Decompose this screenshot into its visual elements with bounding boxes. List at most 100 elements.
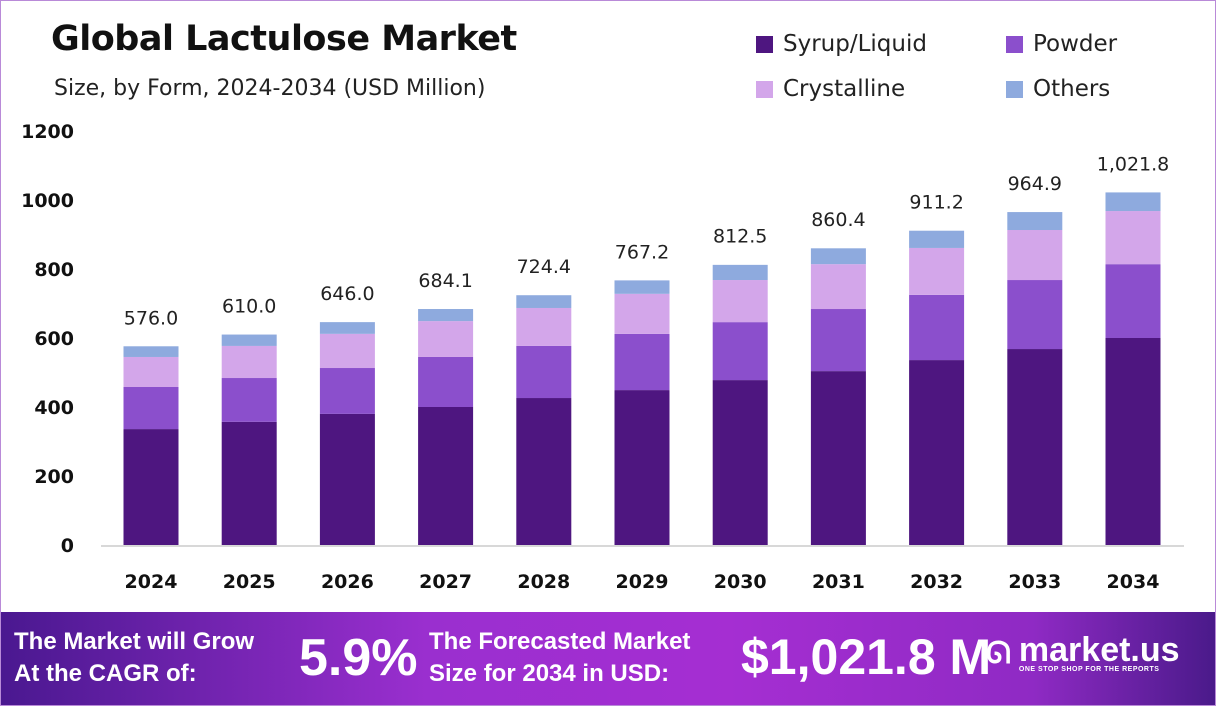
bar-segment-crystalline (614, 293, 670, 334)
y-tick-label: 800 (34, 259, 74, 281)
bar-segment-powder (614, 333, 670, 391)
bar-segment-crystalline (909, 247, 965, 295)
cagr-label: The Market will Grow At the CAGR of: (14, 626, 254, 690)
x-tick-label: 2033 (1008, 571, 1061, 593)
legend-label: Powder (1033, 31, 1118, 57)
bar-segment-crystalline (221, 345, 277, 379)
legend-item-crystalline: Crystalline (756, 76, 905, 102)
bar-segment-powder (516, 345, 572, 399)
legend-swatch (1006, 80, 1023, 98)
bar-segment-others (516, 295, 572, 308)
bar-segment-syrup-liquid (418, 407, 474, 545)
data-label: 610.0 (222, 296, 276, 318)
logo-tagline: ONE STOP SHOP FOR THE REPORTS (1018, 666, 1160, 673)
data-label: 911.2 (909, 192, 963, 214)
bar-segment-crystalline (516, 307, 572, 346)
y-tick-label: 200 (34, 466, 74, 488)
data-label: 860.4 (811, 209, 865, 231)
x-tick-label: 2032 (910, 571, 963, 593)
bar-segment-powder (123, 386, 179, 430)
bar-segment-syrup-liquid (123, 429, 179, 545)
bar-segment-syrup-liquid (516, 398, 572, 545)
bar-segment-syrup-liquid (810, 371, 866, 545)
x-tick-label: 2026 (321, 571, 374, 593)
bar-segment-crystalline (810, 264, 866, 310)
chart-title: Global Lactulose Market (51, 19, 517, 59)
y-tick-label: 1000 (21, 190, 74, 212)
bar-segment-powder (1105, 264, 1161, 338)
bar-segment-crystalline (1007, 230, 1063, 281)
bar-segment-syrup-liquid (712, 380, 768, 545)
bar-segment-others (712, 264, 768, 281)
legend-label: Syrup/Liquid (783, 31, 927, 57)
legend-item-syrup: Syrup/Liquid (756, 31, 927, 57)
bar-segment-powder (909, 294, 965, 361)
bar-segment-crystalline (418, 321, 474, 357)
legend-swatch (1006, 35, 1023, 53)
cagr-label-line: At the CAGR of: (14, 660, 197, 687)
data-label: 576.0 (124, 307, 178, 329)
market-us-logo: ᘏ market.us ONE STOP SHOP FOR THE REPORTS (986, 631, 1180, 673)
data-label: 724.4 (517, 256, 571, 278)
x-tick-label: 2031 (812, 571, 865, 593)
data-label: 964.9 (1008, 173, 1062, 195)
legend-item-powder: Powder (1006, 31, 1117, 57)
bar-segment-others (614, 280, 670, 294)
bar-segment-syrup-liquid (1105, 338, 1161, 545)
logo-icon: ᘏ (986, 636, 1011, 670)
bar-segment-crystalline (123, 356, 179, 387)
x-tick-label: 2034 (1107, 571, 1160, 593)
forecast-label-line: The Forecasted Market (429, 628, 691, 655)
forecast-label: The Forecasted Market Size for 2034 in US… (429, 626, 690, 690)
logo-text: market.us (1018, 631, 1180, 669)
cagr-value: 5.9% (299, 629, 418, 687)
x-tick-label: 2025 (223, 571, 276, 593)
summary-banner: The Market will Grow At the CAGR of: 5.9%… (1, 612, 1215, 705)
y-tick-label: 1200 (21, 121, 74, 143)
bar-segment-crystalline (319, 333, 375, 369)
y-tick-label: 600 (34, 328, 74, 350)
bar-segment-crystalline (1105, 211, 1161, 265)
forecast-value: $1,021.8 M (741, 629, 992, 685)
chart-subtitle: Size, by Form, 2024-2034 (USD Million) (54, 76, 486, 101)
cagr-label-line: The Market will Grow (14, 628, 255, 655)
bar-segment-syrup-liquid (614, 390, 670, 545)
bar-segment-powder (319, 368, 375, 414)
bar-segment-others (123, 346, 179, 357)
data-label: 646.0 (320, 283, 374, 305)
legend-swatch (756, 35, 773, 53)
legend-item-others: Others (1006, 76, 1110, 102)
bar-segment-powder (221, 378, 277, 422)
bar-segment-others (418, 309, 474, 322)
bar-segment-others (810, 248, 866, 265)
bar-segment-others (221, 334, 277, 346)
data-label: 767.2 (615, 241, 669, 263)
legend-label: Crystalline (783, 76, 906, 102)
bar-segment-powder (1007, 280, 1063, 350)
x-tick-label: 2028 (517, 571, 570, 593)
chart-plot: 0 200 400 600 800 1000 1200 576.0 2024 610.0 2025 6… (21, 121, 1184, 593)
legend-label: Others (1033, 76, 1111, 102)
bar-segment-syrup-liquid (319, 413, 375, 545)
bar-segment-powder (418, 356, 474, 407)
x-tick-label: 2029 (616, 571, 669, 593)
bar-segment-syrup-liquid (1007, 349, 1063, 545)
data-label: 812.5 (713, 226, 767, 248)
bar-segment-others (1105, 192, 1161, 212)
bar-segment-syrup-liquid (909, 360, 965, 545)
x-tick-label: 2027 (419, 571, 472, 593)
bar-segment-powder (810, 309, 866, 372)
bar-segment-others (909, 230, 965, 248)
bar-segment-crystalline (712, 280, 768, 323)
legend-swatch (756, 80, 773, 98)
y-tick-label: 0 (61, 535, 74, 557)
bar-segment-others (1007, 212, 1063, 231)
bar-segment-syrup-liquid (221, 421, 277, 545)
bar-segment-powder (712, 322, 768, 381)
forecast-label-line: Size for 2034 in USD: (429, 660, 670, 687)
data-label: 1,021.8 (1097, 153, 1170, 175)
data-label: 684.1 (418, 270, 472, 292)
x-tick-label: 2030 (714, 571, 767, 593)
y-tick-label: 400 (34, 397, 74, 419)
